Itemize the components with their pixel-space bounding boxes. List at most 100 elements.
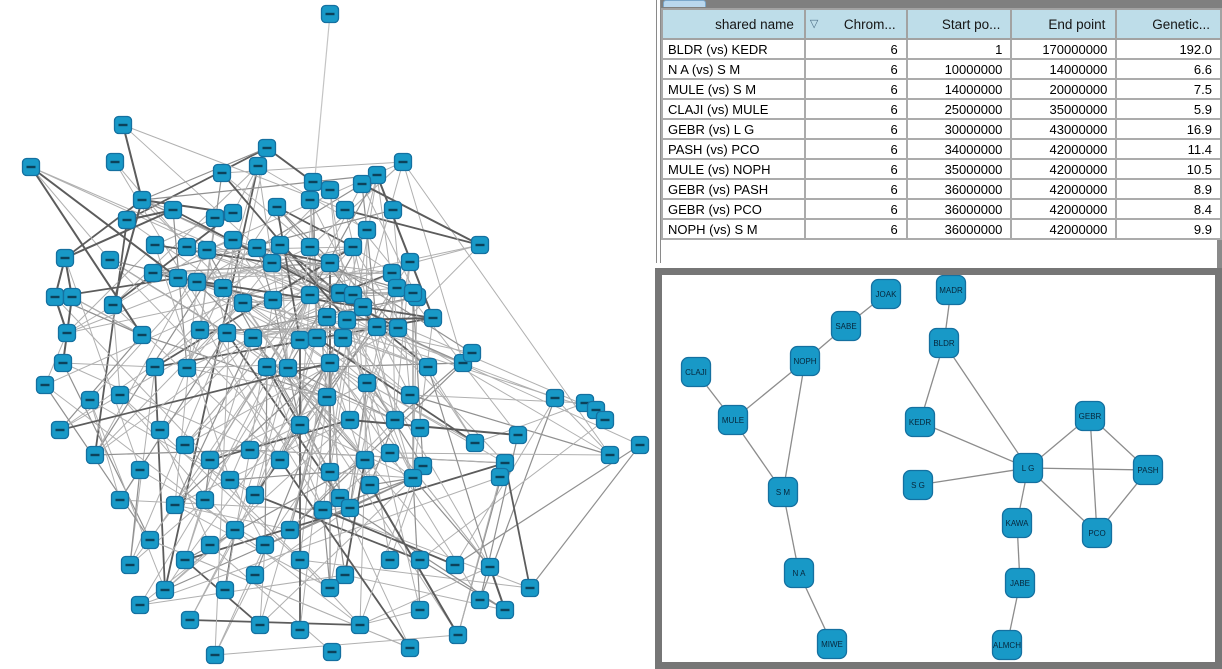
- network-edge[interactable]: [266, 366, 324, 511]
- cell-start-point[interactable]: 36000000: [905, 178, 1013, 200]
- network-edge[interactable]: [529, 444, 641, 589]
- network-edge[interactable]: [199, 217, 216, 331]
- network-edge[interactable]: [329, 189, 341, 294]
- cell-start-point[interactable]: 1: [905, 38, 1013, 60]
- network-edge[interactable]: [391, 272, 396, 421]
- cell-end-point[interactable]: 42000000: [1010, 218, 1118, 240]
- cell-start-point[interactable]: 36000000: [905, 198, 1013, 220]
- cell-start-point[interactable]: 34000000: [905, 138, 1013, 160]
- network-edge[interactable]: [174, 362, 331, 506]
- cell-chromosome[interactable]: 6: [803, 78, 908, 100]
- cell-shared-name[interactable]: NOPH (vs) S M: [661, 218, 806, 240]
- network-edge[interactable]: [412, 317, 434, 479]
- gene-node-sm[interactable]: [767, 476, 799, 508]
- network-edge[interactable]: [94, 239, 234, 456]
- network-edge[interactable]: [254, 507, 351, 576]
- network-edge[interactable]: [224, 449, 251, 591]
- column-header-shared-name[interactable]: shared name: [661, 8, 806, 40]
- network-edge[interactable]: [66, 249, 208, 334]
- network-edge[interactable]: [919, 421, 1029, 469]
- cell-chromosome[interactable]: 6: [803, 138, 908, 160]
- network-edge[interactable]: [209, 366, 268, 461]
- network-edge[interactable]: [184, 337, 254, 561]
- cell-genetic[interactable]: 10.5: [1115, 158, 1222, 180]
- panel-splitter[interactable]: [656, 0, 657, 263]
- table-row[interactable]: MULE (vs) S M 6 14000000 20000000 7.5: [661, 78, 1222, 100]
- gene-node-sg[interactable]: [902, 469, 934, 501]
- network-edge[interactable]: [129, 499, 206, 566]
- network-edge[interactable]: [119, 394, 236, 531]
- gene-node-gebr[interactable]: [1074, 400, 1106, 432]
- cell-genetic[interactable]: 16.9: [1115, 118, 1222, 140]
- gene-node-kedr[interactable]: [904, 406, 936, 438]
- cell-start-point[interactable]: 36000000: [905, 218, 1013, 240]
- network-edge[interactable]: [256, 247, 611, 456]
- network-edge[interactable]: [254, 367, 289, 496]
- network-edge[interactable]: [322, 509, 456, 566]
- table-row[interactable]: GEBR (vs) PCO 6 36000000 42000000 8.4: [661, 198, 1222, 220]
- network-edge[interactable]: [196, 247, 258, 283]
- network-edge[interactable]: [214, 574, 256, 656]
- table-row[interactable]: MULE (vs) NOPH 6 35000000 42000000 10.5: [661, 158, 1222, 180]
- network-edge[interactable]: [454, 444, 641, 566]
- network-edge[interactable]: [457, 476, 501, 636]
- network-edge[interactable]: [222, 287, 429, 368]
- network-edge[interactable]: [139, 476, 501, 606]
- network-edge[interactable]: [119, 394, 301, 561]
- cell-chromosome[interactable]: 6: [803, 38, 908, 60]
- network-edge[interactable]: [1089, 415, 1098, 534]
- table-row[interactable]: GEBR (vs) PASH 6 36000000 42000000 8.9: [661, 178, 1222, 200]
- network-edge[interactable]: [782, 360, 806, 493]
- subnetwork-view[interactable]: JOAK MADR SABE NOPH CLAJI MULE BLDR KEDR GEBR L G…: [662, 275, 1215, 662]
- cell-end-point[interactable]: 35000000: [1010, 98, 1118, 120]
- network-edge[interactable]: [209, 544, 333, 653]
- network-edge[interactable]: [54, 296, 211, 461]
- network-edge[interactable]: [154, 366, 166, 591]
- network-edge[interactable]: [427, 366, 491, 568]
- network-edge[interactable]: [129, 469, 141, 566]
- table-row[interactable]: NOPH (vs) S M 6 36000000 42000000 9.9: [661, 218, 1222, 240]
- network-edge[interactable]: [177, 277, 281, 461]
- network-edge[interactable]: [309, 161, 404, 248]
- network-edge[interactable]: [174, 504, 331, 589]
- network-edge[interactable]: [256, 247, 331, 264]
- network-edge[interactable]: [242, 302, 371, 486]
- network-edge[interactable]: [214, 544, 266, 656]
- network-edge[interactable]: [259, 396, 328, 626]
- network-edge[interactable]: [287, 367, 396, 421]
- cell-shared-name[interactable]: CLAJI (vs) MULE: [661, 98, 806, 120]
- table-row[interactable]: N A (vs) S M 6 10000000 14000000 6.6: [661, 58, 1222, 80]
- gene-node-mule[interactable]: [717, 404, 749, 436]
- network-edge[interactable]: [917, 467, 1029, 486]
- network-edge[interactable]: [402, 161, 464, 364]
- network-edge[interactable]: [943, 342, 1029, 469]
- cell-end-point[interactable]: 20000000: [1010, 78, 1118, 100]
- column-header-end-point[interactable]: End point: [1010, 8, 1118, 40]
- cell-genetic[interactable]: 8.9: [1115, 178, 1222, 200]
- gene-node-madr[interactable]: [935, 275, 967, 306]
- network-edge[interactable]: [361, 183, 378, 328]
- network-edge[interactable]: [359, 566, 491, 626]
- column-header-genetic[interactable]: Genetic...: [1115, 8, 1222, 40]
- network-edge[interactable]: [172, 209, 188, 369]
- gene-node-bldr[interactable]: [928, 327, 960, 359]
- gene-node-almch[interactable]: [991, 629, 1023, 661]
- cell-chromosome[interactable]: 6: [803, 198, 908, 220]
- network-edge[interactable]: [112, 304, 121, 396]
- network-edge[interactable]: [184, 294, 311, 446]
- network-edge[interactable]: [309, 174, 378, 296]
- network-edge[interactable]: [122, 124, 143, 201]
- network-edge[interactable]: [299, 294, 311, 426]
- network-edge[interactable]: [361, 183, 418, 298]
- network-edge[interactable]: [412, 477, 491, 568]
- column-header-start-point[interactable]: Start po...: [905, 8, 1013, 40]
- gene-node-joak[interactable]: [870, 278, 902, 310]
- cell-end-point[interactable]: 170000000: [1010, 38, 1118, 60]
- network-edge[interactable]: [196, 262, 273, 283]
- cell-genetic[interactable]: 11.4: [1115, 138, 1222, 160]
- network-edge[interactable]: [504, 462, 531, 589]
- network-edge[interactable]: [242, 302, 459, 636]
- network-edge[interactable]: [299, 326, 378, 426]
- network-edge[interactable]: [141, 174, 378, 201]
- network-edge[interactable]: [30, 166, 143, 336]
